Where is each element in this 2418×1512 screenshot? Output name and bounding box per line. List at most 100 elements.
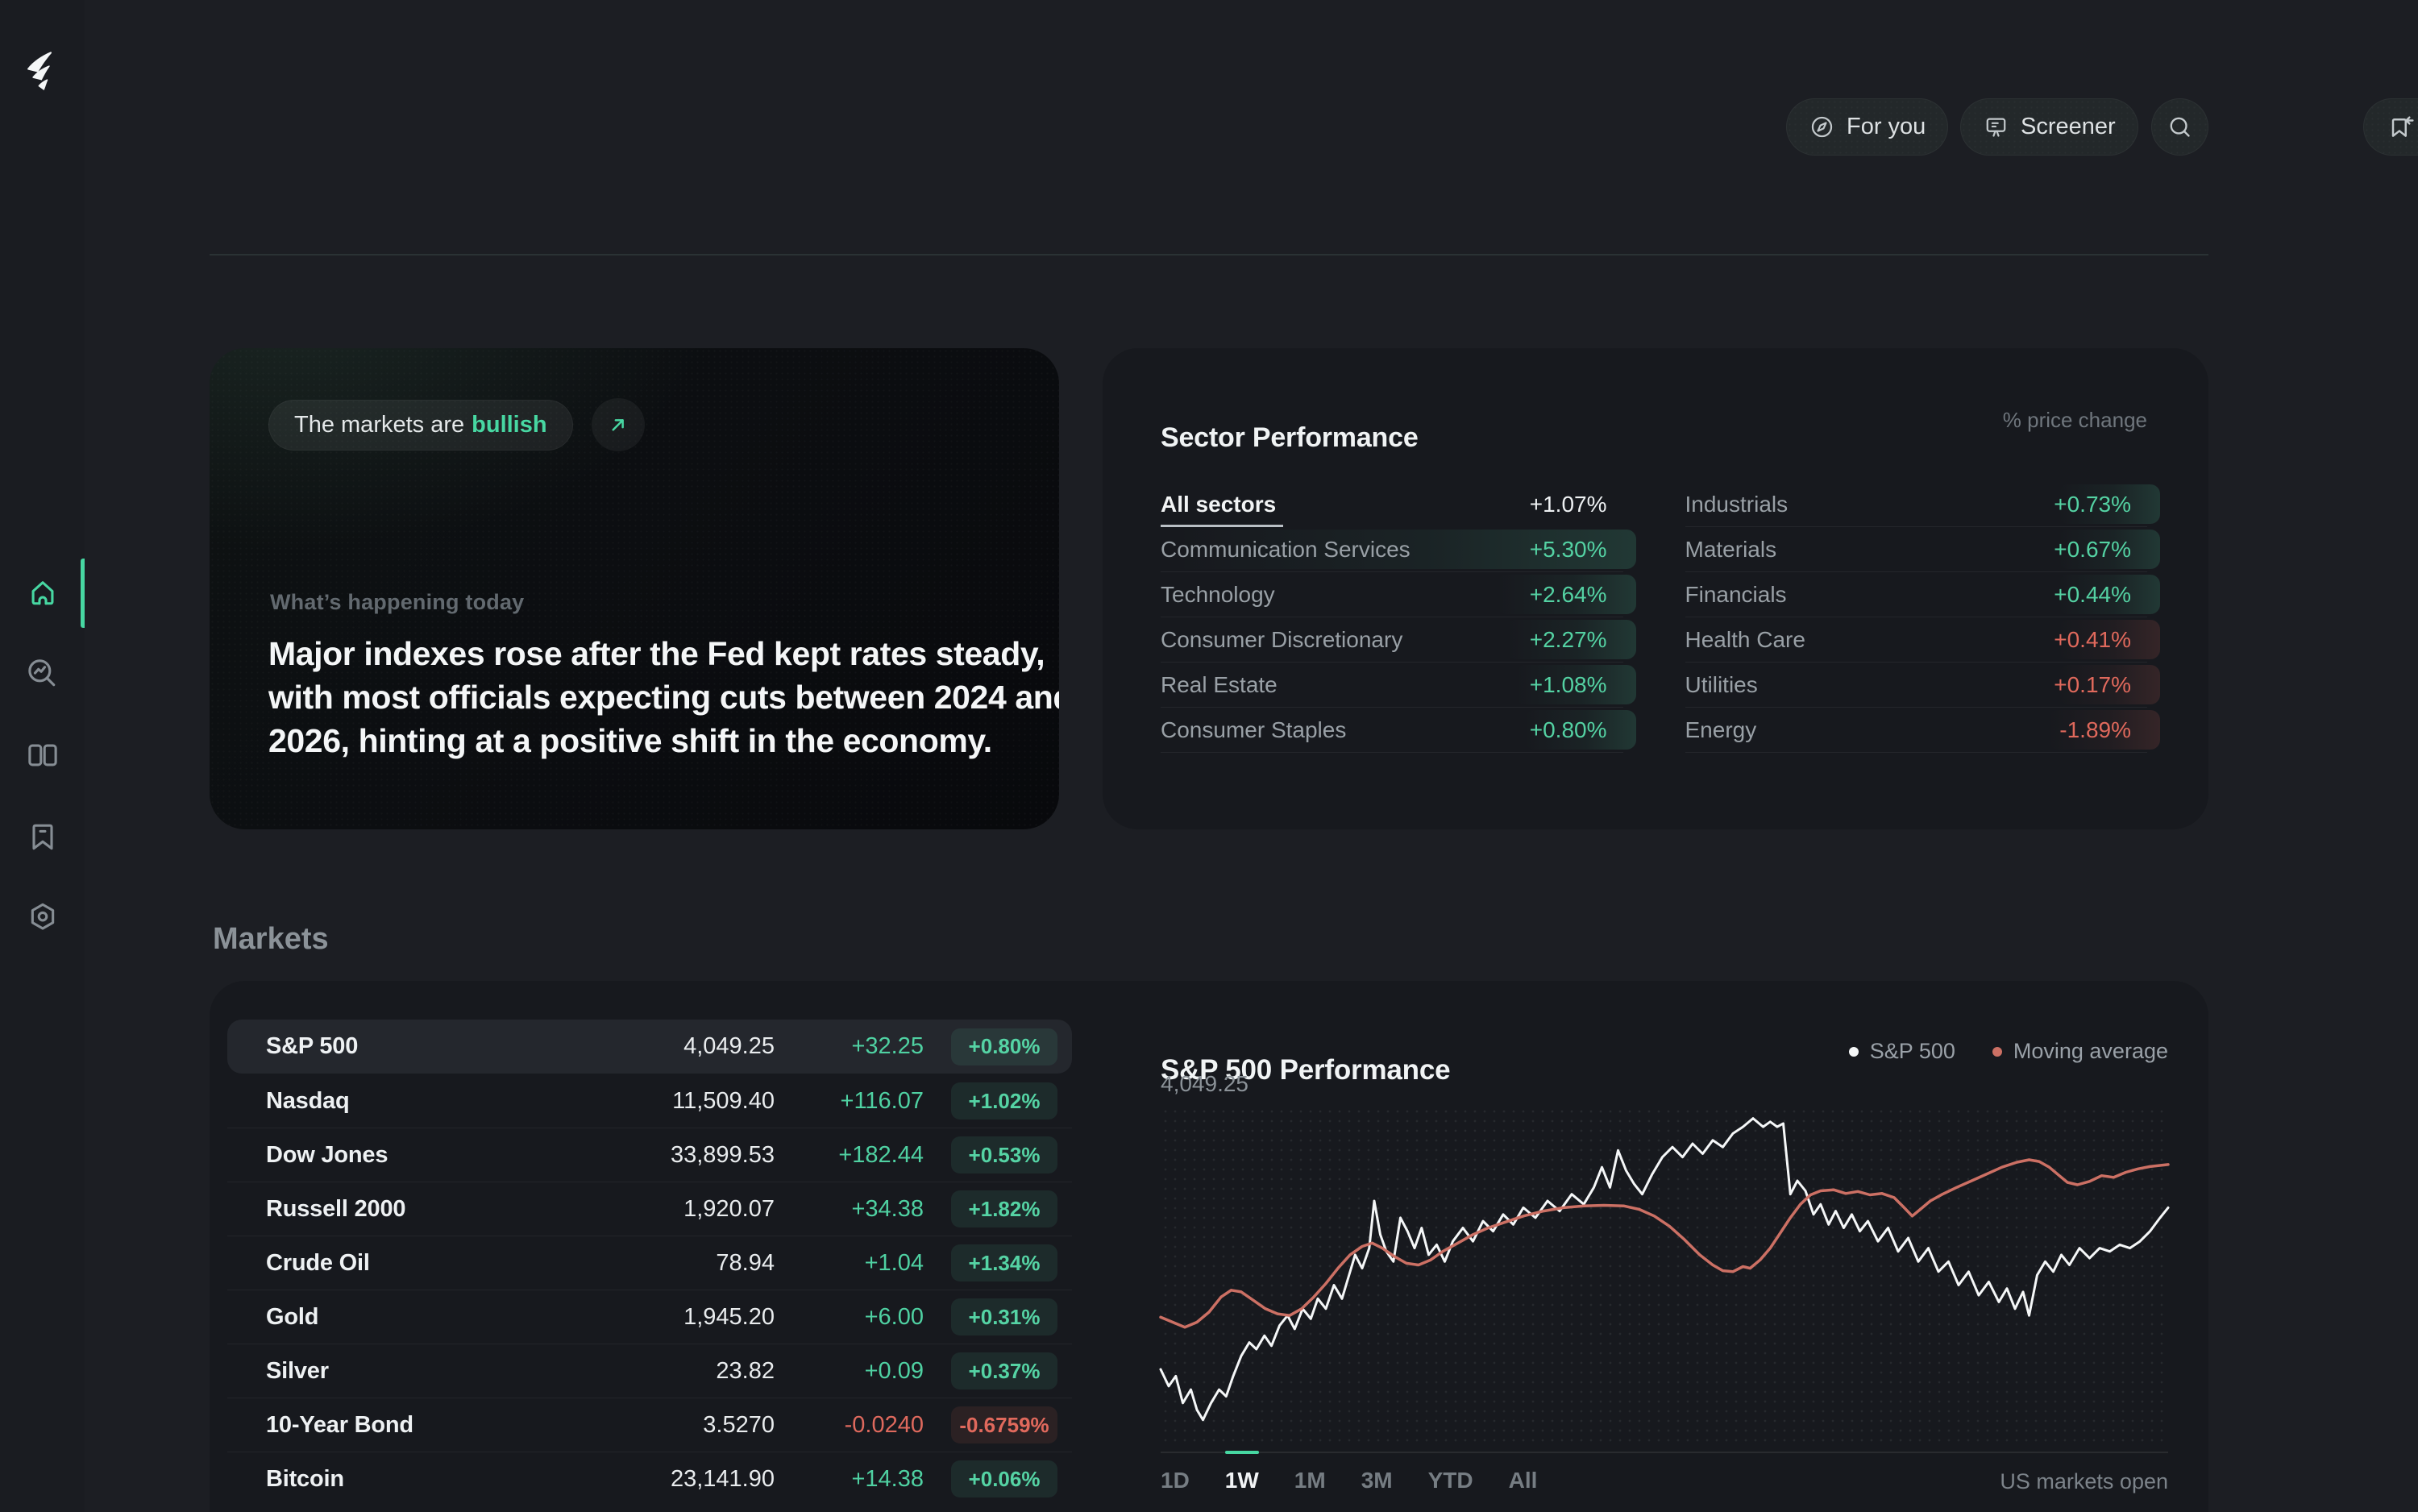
market-name: Gold [266, 1303, 319, 1330]
market-pct-badge: +0.53% [951, 1136, 1057, 1173]
sidebar-item-explore[interactable] [25, 656, 60, 692]
saved-items-button[interactable] [2363, 98, 2418, 156]
sector-change-bar [2058, 665, 2160, 704]
sector-row[interactable]: Real Estate +1.08% [1161, 663, 1636, 708]
market-search-icon [25, 656, 60, 692]
market-row[interactable]: Gold 1,945.20 +6.00 +0.31% [227, 1290, 1072, 1344]
market-row[interactable]: 10-Year Bond 3.5270 -0.0240 -0.6759% [227, 1398, 1072, 1452]
for-you-button[interactable]: For you [1786, 98, 1949, 156]
market-name: S&P 500 [266, 1033, 359, 1059]
market-name: Dow Jones [266, 1141, 388, 1168]
sector-row[interactable]: Consumer Staples +0.80% [1161, 708, 1636, 753]
market-row[interactable]: Russell 2000 1,920.07 +34.38 +1.82% [227, 1182, 1072, 1236]
market-value: 23,141.90 [670, 1465, 775, 1492]
market-row[interactable]: Nasdaq 11,509.40 +116.07 +1.02% [227, 1074, 1072, 1128]
search-button[interactable] [2151, 98, 2208, 156]
timeframe-tab-3m[interactable]: 3M [1361, 1468, 1393, 1493]
market-change: +34.38 [851, 1195, 924, 1222]
sector-label: Financials [1685, 581, 1787, 607]
market-value: 33,899.53 [670, 1141, 775, 1168]
market-name: Nasdaq [266, 1087, 350, 1114]
market-value: 1,920.07 [683, 1195, 775, 1222]
sector-change-bar [1174, 530, 1636, 569]
screener-button[interactable]: Screener [1960, 98, 2138, 156]
chart-line-moving-average [1159, 1158, 2170, 1329]
market-row[interactable]: S&P 500 4,049.25 +32.25 +0.80% [227, 1020, 1072, 1074]
sidebar-nav [0, 575, 85, 936]
active-sector-underline [1161, 525, 1283, 527]
sector-label: Consumer Discretionary [1161, 626, 1403, 652]
sector-change-value: +2.27% [1529, 626, 1607, 652]
fey-logo[interactable] [18, 48, 64, 95]
sidebar-item-library[interactable] [25, 737, 60, 773]
sp500-line-chart[interactable] [1159, 1107, 2170, 1443]
sentiment-prefix: The markets are [294, 411, 465, 438]
market-name: 10-Year Bond [266, 1411, 413, 1438]
market-row[interactable]: Silver 23.82 +0.09 +0.37% [227, 1344, 1072, 1398]
screener-label: Screener [2021, 114, 2116, 139]
legend-dot-icon [1992, 1046, 2002, 1057]
timeframe-tab-1m[interactable]: 1M [1294, 1468, 1326, 1493]
timeframe-tab-all[interactable]: All [1508, 1468, 1538, 1493]
legend-label: Moving average [2013, 1039, 2168, 1063]
header-divider [210, 254, 2208, 255]
timeframe-tabs: 1D 1W 1M 3M YTD All [1161, 1468, 1537, 1493]
sector-column-left: All sectors +1.07% Communication Services +… [1161, 482, 1636, 753]
sector-row[interactable]: Communication Services +5.30% [1161, 527, 1636, 572]
market-pct-badge: -0.6759% [951, 1406, 1057, 1443]
market-change: +0.09 [864, 1357, 924, 1384]
sector-change-bar [2049, 710, 2160, 750]
sector-row[interactable]: Financials +0.44% [1685, 572, 2160, 617]
timeframe-tab-1w[interactable]: 1W [1224, 1468, 1259, 1493]
sector-change-bar [1515, 665, 1636, 704]
sector-row[interactable]: All sectors +1.07% [1161, 482, 1623, 527]
compass-icon [1809, 114, 1835, 140]
market-row[interactable]: Bitcoin 23,141.90 +14.38 +0.06% [227, 1452, 1072, 1506]
sector-row[interactable]: Consumer Discretionary +2.27% [1161, 617, 1636, 663]
market-name: Silver [266, 1357, 329, 1384]
sector-change-bar [1524, 710, 1636, 750]
sector-table: All sectors +1.07% Communication Services +… [1161, 482, 2160, 753]
market-row[interactable]: Dow Jones 33,899.53 +182.44 +0.53% [227, 1128, 1072, 1182]
market-value: 3.5270 [703, 1411, 775, 1438]
market-pct-badge: +1.02% [951, 1082, 1057, 1119]
sidebar-item-watchlist[interactable] [25, 819, 60, 854]
timeframe-tab-1d[interactable]: 1D [1161, 1468, 1190, 1493]
sector-row[interactable]: Utilities +0.17% [1685, 663, 2160, 708]
sector-row[interactable]: Materials +0.67% [1685, 527, 2160, 572]
sector-row[interactable]: Technology +2.64% [1161, 572, 1636, 617]
sidebar-item-settings[interactable] [25, 900, 60, 936]
timeframe-tab-ytd[interactable]: YTD [1427, 1468, 1473, 1493]
market-pct-badge: +0.37% [951, 1352, 1057, 1389]
sector-change-bar [2058, 530, 2160, 569]
chart-title: S&P 500 Performance [1161, 1054, 1451, 1086]
market-sentiment-pill[interactable]: The markets are bullish [268, 399, 573, 451]
market-name: Bitcoin [266, 1465, 344, 1492]
market-change: +32.25 [851, 1033, 924, 1059]
sector-row[interactable]: Energy -1.89% [1685, 708, 2160, 753]
market-name: Crude Oil [266, 1249, 370, 1276]
sidebar-item-home[interactable] [25, 575, 60, 610]
market-pct-badge: +0.80% [951, 1028, 1057, 1065]
market-row[interactable]: Crude Oil 78.94 +1.04 +1.34% [227, 1236, 1072, 1290]
sector-label: All sectors [1161, 491, 1277, 517]
sector-row[interactable]: Industrials +0.73% [1685, 482, 2160, 527]
sector-label: Health Care [1685, 626, 1805, 652]
sector-row[interactable]: Health Care +0.41% [1685, 617, 2160, 663]
market-change: +14.38 [851, 1465, 924, 1492]
sector-label: Materials [1685, 536, 1777, 562]
market-pct-badge: +1.34% [951, 1244, 1057, 1281]
sector-change-bar [1497, 575, 1636, 614]
sector-label: Technology [1161, 581, 1275, 607]
market-change: +182.44 [838, 1141, 924, 1168]
sentiment-expand-button[interactable] [591, 398, 645, 451]
sector-change-value: +1.08% [1529, 671, 1607, 697]
sector-change-value: +0.80% [1529, 717, 1607, 742]
sector-change-bar [2058, 484, 2160, 524]
market-value: 1,945.20 [683, 1303, 775, 1330]
saved-bookmark-arrow-icon [2387, 112, 2416, 142]
market-pct-badge: +0.06% [951, 1460, 1057, 1497]
sector-label: Communication Services [1161, 536, 1410, 562]
active-timeframe-indicator [1225, 1451, 1259, 1454]
